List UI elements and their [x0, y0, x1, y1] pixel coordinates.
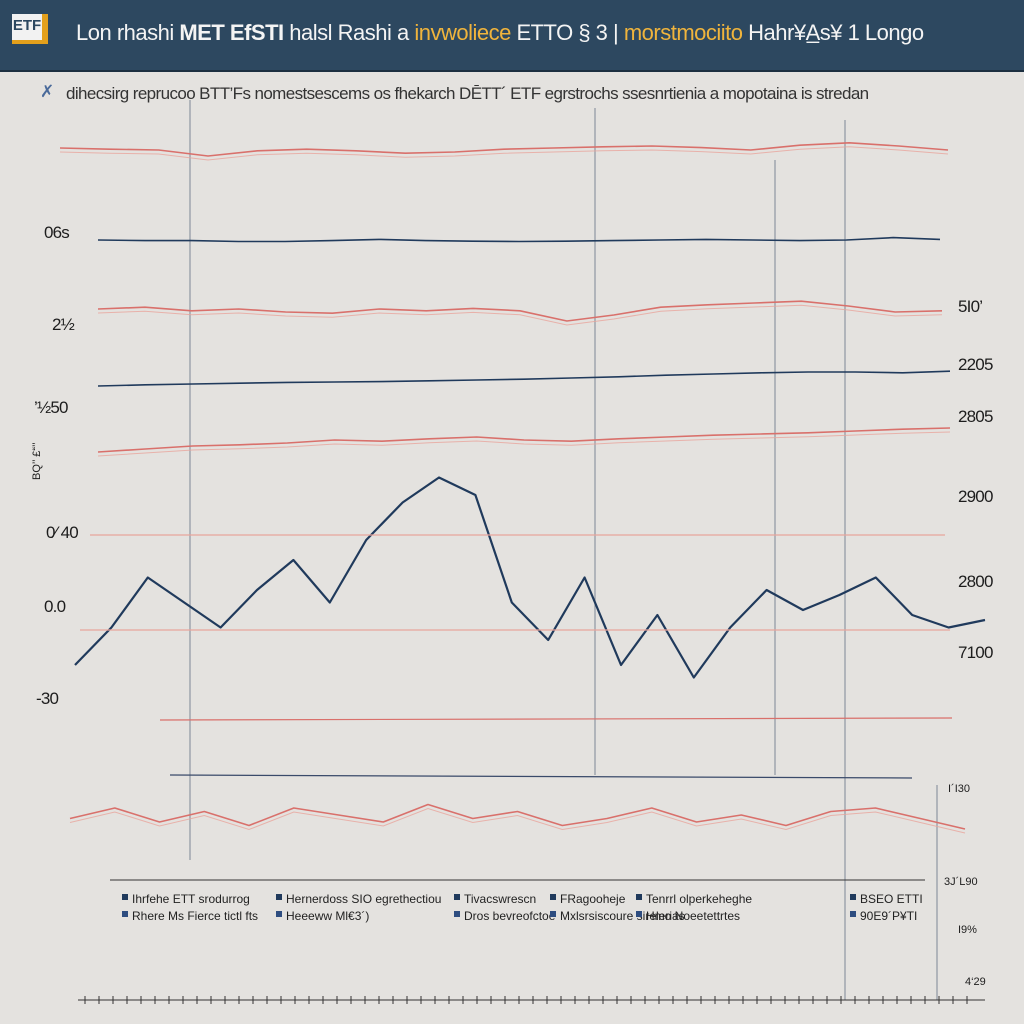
legend-swatch: [850, 911, 856, 917]
chart-subtitle: ✗ dihecsirg reprucoo BTT’Fs nomestsescem…: [40, 82, 940, 106]
legend-swatch: [454, 911, 460, 917]
corner-label: 3J´L90: [944, 876, 978, 888]
left-tick-label: -30: [36, 689, 59, 708]
legend-label: Tenrrl olperkeheghe: [646, 892, 752, 906]
series-shadow-line-5: [97, 431, 951, 457]
title-part-4: ETTO § 3 |: [510, 20, 624, 45]
y-axis-label: BQ’’ £“’’: [31, 442, 43, 480]
right-tick-label: 7100: [958, 643, 993, 662]
corner-label: 4‘29: [965, 976, 986, 988]
legend-label: Ihrfehe ETT srodurrog: [132, 892, 250, 906]
baseline-line: [159, 717, 953, 721]
legend-label: BSEO ETTI: [860, 892, 923, 906]
right-tick-label: 2900: [958, 487, 993, 506]
left-tick-label: 0⁄ 40: [46, 523, 78, 542]
legend-swatch: [276, 894, 282, 900]
legend-swatch: [550, 911, 556, 917]
series-shadow-line-3: [97, 304, 943, 326]
left-tick-label: 06s: [44, 223, 69, 242]
title-part-0: Lon rhashi: [76, 20, 180, 45]
series-shadow-line-7: [69, 807, 966, 834]
legend-label: Rhere Ms Fierce tictl fts: [132, 909, 258, 923]
legend-swatch: [454, 894, 460, 900]
legend-swatch: [276, 911, 282, 917]
right-tick-label: 2205: [958, 355, 993, 374]
title-part-2: halsl Rashi a: [283, 20, 415, 45]
right-tick-label: 2805: [958, 407, 993, 426]
legend-label: Hmo Noeetettrtes: [646, 909, 740, 923]
series-line-3: [97, 300, 943, 322]
legend-label: 90E9´P¥TI: [860, 909, 917, 923]
series-line-1: [59, 142, 949, 157]
series-shadow-line-1: [59, 146, 949, 161]
right-tick-label: 5I0’: [958, 297, 982, 316]
legend-swatch: [636, 911, 642, 917]
title-part-1: MET EfSTI: [179, 20, 284, 45]
legend-label: Mxlsrsiscoure sirelerias: [560, 909, 685, 923]
series-line-4: [97, 370, 951, 387]
etf-logo: ETF: [12, 14, 48, 44]
series-line-6: [74, 476, 986, 679]
legend-swatch: [122, 911, 128, 917]
series-line-5: [97, 427, 951, 453]
corner-label: I´I30: [948, 783, 970, 795]
legend-label: Hernerdoss SIO egrethectiou: [286, 892, 441, 906]
left-tick-label: 2½: [52, 315, 75, 334]
left-tick-label: 0.0: [44, 597, 66, 616]
corner-label: I9%: [958, 924, 977, 936]
legend-label: Dros bevreofctoe: [464, 909, 556, 923]
title-part-3: invwoliece: [414, 20, 511, 45]
series-line-2: [97, 236, 941, 243]
legend-swatch: [636, 894, 642, 900]
page-title: Lon rhashi MET EfSTI halsl Rashi a invwo…: [76, 20, 924, 46]
title-part-5: morstmociito: [623, 20, 743, 45]
series-line-7: [69, 803, 966, 830]
legend-swatch: [850, 894, 856, 900]
title-part-6: Hahr¥A̲s¥ 1 Longo: [742, 20, 924, 45]
legend-swatch: [122, 894, 128, 900]
legend-label: Tivacswrescn: [464, 892, 536, 906]
chart-icon: ✗: [40, 82, 55, 101]
right-tick-label: 2800: [958, 572, 993, 591]
baseline-line: [169, 774, 913, 779]
legend-label: FRagooheje: [560, 892, 626, 906]
legend-label: Heeeww Ml€3´): [286, 909, 369, 923]
legend-swatch: [550, 894, 556, 900]
left-tick-label: ’½50: [34, 398, 68, 417]
title-bar: ETF Lon rhashi MET EfSTI halsl Rashi a i…: [0, 0, 1024, 72]
subtitle-text: dihecsirg reprucoo BTT’Fs nomestsescems …: [66, 84, 869, 103]
